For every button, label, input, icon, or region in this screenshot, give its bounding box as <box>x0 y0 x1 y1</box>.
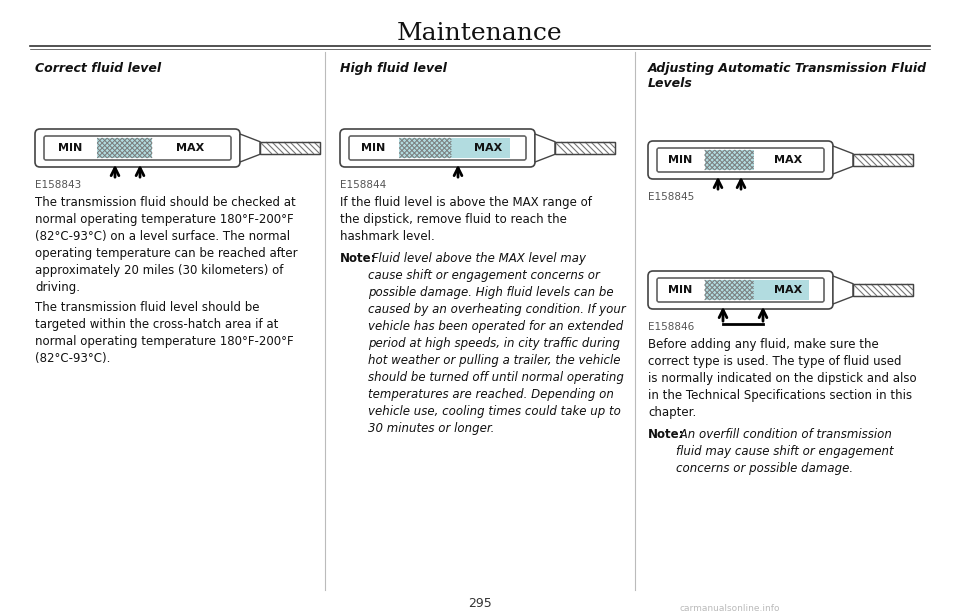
Text: MAX: MAX <box>774 285 802 295</box>
FancyBboxPatch shape <box>657 278 824 302</box>
Text: MIN: MIN <box>361 143 386 153</box>
FancyBboxPatch shape <box>648 141 833 179</box>
Polygon shape <box>535 134 555 162</box>
Bar <box>97 138 152 158</box>
Polygon shape <box>833 276 853 304</box>
Text: E158843: E158843 <box>35 180 82 190</box>
Text: Before adding any fluid, make sure the
correct type is used. The type of fluid u: Before adding any fluid, make sure the c… <box>648 338 917 419</box>
Text: Correct fluid level: Correct fluid level <box>35 62 161 75</box>
FancyBboxPatch shape <box>35 129 240 167</box>
Bar <box>853 284 913 296</box>
Text: MIN: MIN <box>668 155 692 165</box>
Bar <box>853 154 913 166</box>
Text: MIN: MIN <box>668 285 692 295</box>
Text: High fluid level: High fluid level <box>340 62 446 75</box>
Bar <box>705 150 754 170</box>
Text: The transmission fluid should be checked at
normal operating temperature 180°F-2: The transmission fluid should be checked… <box>35 196 298 294</box>
Text: An overfill condition of transmission
fluid may cause shift or engagement
concer: An overfill condition of transmission fl… <box>676 428 894 475</box>
FancyBboxPatch shape <box>657 148 824 172</box>
Text: If the fluid level is above the MAX range of
the dipstick, remove fluid to reach: If the fluid level is above the MAX rang… <box>340 196 592 243</box>
Bar <box>260 142 320 154</box>
Text: Note:: Note: <box>340 252 376 265</box>
Polygon shape <box>833 146 853 174</box>
Text: E158845: E158845 <box>648 192 694 202</box>
Bar <box>853 284 913 296</box>
Text: Fluid level above the MAX level may
cause shift or engagement concerns or
possib: Fluid level above the MAX level may caus… <box>368 252 626 435</box>
Bar <box>555 142 615 154</box>
Bar <box>555 142 615 154</box>
Text: E158844: E158844 <box>340 180 386 190</box>
Text: Maintenance: Maintenance <box>397 22 563 45</box>
Bar <box>705 280 809 300</box>
FancyBboxPatch shape <box>44 136 231 160</box>
Bar <box>399 138 510 158</box>
Text: MAX: MAX <box>774 155 802 165</box>
Text: The transmission fluid level should be
targeted within the cross-hatch area if a: The transmission fluid level should be t… <box>35 301 294 365</box>
Polygon shape <box>240 134 260 162</box>
Text: MIN: MIN <box>58 143 82 153</box>
Text: carmanualsonline.info: carmanualsonline.info <box>680 604 780 611</box>
Text: MAX: MAX <box>473 143 502 153</box>
FancyBboxPatch shape <box>648 271 833 309</box>
FancyBboxPatch shape <box>349 136 526 160</box>
Text: 295: 295 <box>468 597 492 610</box>
Text: Note:: Note: <box>648 428 684 441</box>
Bar <box>260 142 320 154</box>
Text: MAX: MAX <box>177 143 204 153</box>
FancyBboxPatch shape <box>340 129 535 167</box>
Bar <box>853 154 913 166</box>
Text: E158846: E158846 <box>648 322 694 332</box>
Text: Adjusting Automatic Transmission Fluid
Levels: Adjusting Automatic Transmission Fluid L… <box>648 62 927 90</box>
